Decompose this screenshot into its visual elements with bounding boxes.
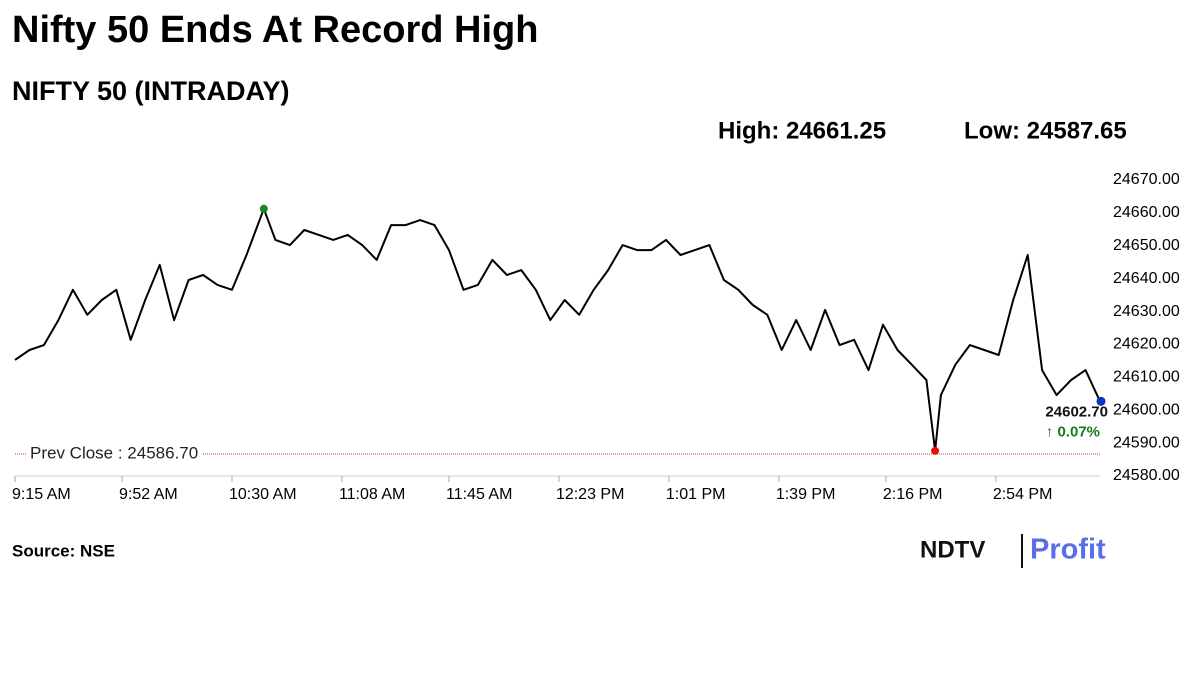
- last-marker: [1096, 396, 1106, 406]
- y-tick-label: 24630.00: [1113, 303, 1180, 320]
- y-tick-label: 24590.00: [1113, 434, 1180, 451]
- x-tick-label: 11:45 AM: [446, 486, 512, 503]
- y-tick-label: 24640.00: [1113, 270, 1180, 287]
- prev-close-label: Prev Close : 24586.70: [30, 443, 198, 462]
- high-marker: [259, 204, 268, 213]
- y-tick-label: 24580.00: [1113, 467, 1180, 484]
- y-tick-label: 24650.00: [1113, 237, 1180, 254]
- x-tick-label: 9:15 AM: [12, 486, 71, 503]
- low-marker: [931, 446, 940, 455]
- last-change-label: ↑ 0.07%: [1046, 423, 1100, 440]
- high-label: High: 24661.25: [718, 117, 886, 144]
- y-tick-label: 24670.00: [1113, 171, 1180, 188]
- prev-close-bg: [26, 442, 203, 464]
- chart-subtitle: NIFTY 50 (INTRADAY): [12, 76, 290, 106]
- x-tick-label: 1:39 PM: [776, 486, 836, 503]
- x-tick-label: 12:23 PM: [556, 486, 624, 503]
- source: Source: NSE: [12, 541, 115, 560]
- y-tick-label: 24610.00: [1113, 369, 1180, 386]
- price-line: [14, 207, 1101, 452]
- x-tick-label: 9:52 AM: [119, 486, 178, 503]
- chart-title: Nifty 50 Ends At Record High: [12, 9, 538, 51]
- x-tick-label: 2:16 PM: [883, 486, 943, 503]
- x-tick-label: 10:30 AM: [229, 486, 297, 503]
- x-tick-label: 11:08 AM: [339, 486, 405, 503]
- brand-sub: Profit: [1030, 534, 1106, 566]
- y-tick-label: 24600.00: [1113, 401, 1180, 418]
- low-label: Low: 24587.65: [964, 117, 1127, 144]
- x-tick-label: 1:01 PM: [666, 486, 726, 503]
- y-tick-label: 24620.00: [1113, 336, 1180, 353]
- y-tick-label: 24660.00: [1113, 204, 1180, 221]
- last-value-label: 24602.70: [1045, 403, 1108, 420]
- x-tick-label: 2:54 PM: [993, 486, 1053, 503]
- brand: NDTV: [920, 536, 985, 563]
